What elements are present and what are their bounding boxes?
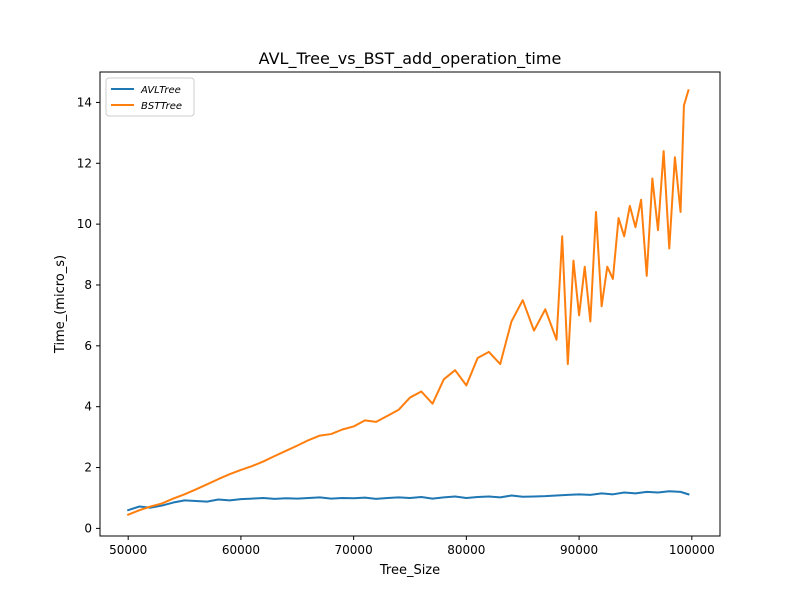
legend-label-bsttree: BSTTree xyxy=(141,101,182,112)
legend-label-avltree: AVLTree xyxy=(140,85,181,96)
x-axis: 50000 60000 70000 80000 90000 100000 xyxy=(109,536,715,557)
series-line-avltree xyxy=(126,490,690,512)
y-tick-label: 10 xyxy=(77,217,92,231)
y-tick-label: 4 xyxy=(84,400,92,414)
chart-title: AVL_Tree_vs_BST_add_operation_time xyxy=(259,49,562,69)
y-tick-label: 2 xyxy=(84,461,92,475)
x-axis-label: Tree_Size xyxy=(379,563,440,578)
y-tick-label: 6 xyxy=(84,339,92,353)
y-axis: 0 2 4 6 8 10 12 14 xyxy=(77,95,100,535)
x-tick-label: 90000 xyxy=(560,543,598,557)
series-layer xyxy=(126,89,690,517)
x-tick-label: 100000 xyxy=(669,543,715,557)
x-tick-label: 70000 xyxy=(335,543,373,557)
y-tick-label: 0 xyxy=(84,521,92,535)
x-tick-label: 60000 xyxy=(222,543,260,557)
y-tick-label: 12 xyxy=(77,156,92,170)
y-tick-label: 14 xyxy=(77,95,92,109)
plot-frame xyxy=(99,71,721,537)
y-axis-label: Time_(micro_s) xyxy=(53,255,68,354)
legend-box xyxy=(105,77,195,117)
legend: AVLTree BSTTree xyxy=(105,77,195,117)
series-line-bsttree xyxy=(126,89,690,517)
x-tick-label: 50000 xyxy=(109,543,147,557)
x-tick-label: 80000 xyxy=(447,543,485,557)
y-tick-label: 8 xyxy=(84,278,92,292)
